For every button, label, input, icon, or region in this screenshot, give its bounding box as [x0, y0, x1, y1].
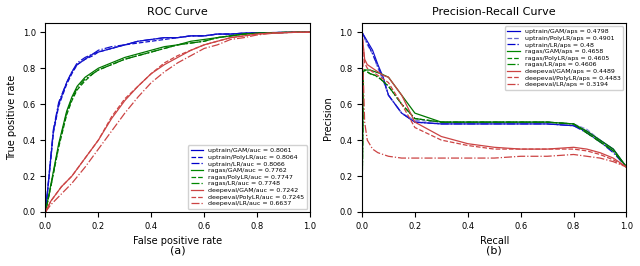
Text: (b): (b) [486, 246, 502, 256]
Y-axis label: True positive rate: True positive rate [7, 75, 17, 160]
Text: (a): (a) [170, 246, 186, 256]
Title: ROC Curve: ROC Curve [147, 7, 208, 17]
X-axis label: Recall: Recall [479, 236, 509, 246]
Legend: uptrain/GAM/aps = 0.4798, uptrain/PolyLR/aps = 0.4901, uptrain/LR/aps = 0.48, ra: uptrain/GAM/aps = 0.4798, uptrain/PolyLR… [505, 26, 623, 90]
Title: Precision-Recall Curve: Precision-Recall Curve [433, 7, 556, 17]
Y-axis label: Precision: Precision [323, 96, 333, 139]
Legend: uptrain/GAM/auc = 0.8061, uptrain/PolyLR/auc = 0.8064, uptrain/LR/auc = 0.8066, : uptrain/GAM/auc = 0.8061, uptrain/PolyLR… [188, 146, 307, 209]
X-axis label: False positive rate: False positive rate [133, 236, 222, 246]
